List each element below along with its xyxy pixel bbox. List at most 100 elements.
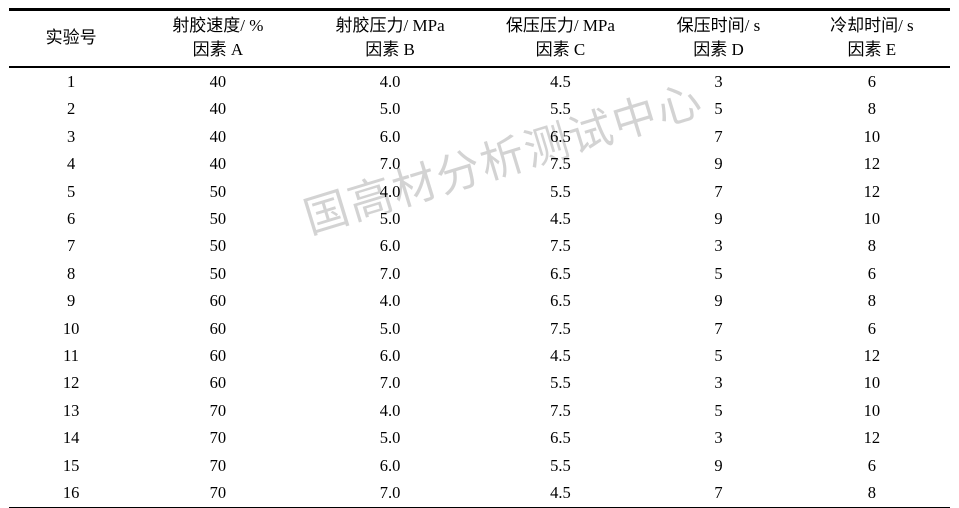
column-header-factor-e: 冷却时间/ s 因素 E (794, 10, 950, 68)
cell-factor-d: 7 (714, 126, 723, 146)
cell-exp-no: 1 (66, 72, 76, 91)
cell-factor-d: 5 (714, 346, 723, 366)
cell-factor-d: 5 (714, 263, 723, 283)
cell-factor-b: 4.0 (379, 72, 401, 91)
cell-factor-c: 4.5 (550, 483, 571, 503)
table-row: 9 60 4.0 6.5 9 8 (9, 287, 950, 314)
cell-factor-e: 10 (863, 209, 881, 229)
cell-exp-no: 16 (62, 483, 80, 503)
cell-factor-d: 3 (714, 428, 723, 448)
cell-factor-a: 70 (209, 428, 227, 448)
cell-factor-c: 5.5 (550, 99, 571, 119)
cell-factor-e: 10 (863, 400, 881, 420)
orthogonal-design-table: 实验号 射胶速度/ % 因素 A 射胶压力/ MPa 因素 B 保压压力/ MP… (9, 8, 950, 508)
cell-factor-b: 6.0 (379, 346, 401, 366)
cell-exp-no: 10 (62, 318, 80, 338)
table-row: 3 40 6.0 6.5 7 10 (9, 123, 950, 150)
cell-factor-b: 7.0 (379, 263, 401, 283)
column-header-exp-no: 实验号 (9, 10, 133, 68)
header-label: 射胶压力/ MPa (335, 16, 445, 35)
cell-factor-a: 60 (209, 291, 227, 311)
cell-factor-a: 50 (209, 181, 227, 201)
cell-factor-b: 6.0 (379, 126, 401, 146)
cell-factor-b: 6.0 (379, 455, 401, 475)
table-body: 1 40 4.0 4.5 3 6 2 40 5.0 5.5 5 8 3 40 6.0 6.5 7 10 4 40 7.0… (9, 67, 950, 508)
table-row: 4 40 7.0 7.5 9 12 (9, 150, 950, 177)
cell-factor-b: 6.0 (379, 236, 401, 256)
cell-factor-e: 8 (867, 99, 876, 119)
cell-factor-d: 3 (714, 72, 723, 91)
cell-factor-d: 9 (714, 455, 723, 475)
cell-factor-c: 5.5 (550, 455, 571, 475)
cell-factor-d: 7 (714, 181, 723, 201)
cell-factor-a: 50 (209, 209, 227, 229)
cell-factor-d: 9 (714, 154, 723, 174)
cell-factor-e: 8 (867, 291, 876, 311)
table-row: 8 50 7.0 6.5 5 6 (9, 260, 950, 287)
cell-factor-d: 9 (714, 209, 723, 229)
header-label: 射胶速度/ % (172, 16, 264, 35)
cell-exp-no: 4 (66, 154, 76, 174)
cell-factor-c: 7.5 (550, 400, 571, 420)
cell-factor-e: 12 (863, 346, 881, 366)
column-header-factor-d: 保压时间/ s 因素 D (643, 10, 794, 68)
cell-factor-b: 7.0 (379, 483, 401, 503)
cell-factor-a: 70 (209, 400, 227, 420)
header-label: 实验号 (45, 28, 97, 47)
cell-factor-a: 40 (209, 72, 227, 91)
cell-exp-no: 12 (62, 373, 80, 393)
cell-factor-c: 7.5 (550, 154, 571, 174)
table-row: 11 60 6.0 4.5 5 12 (9, 342, 950, 369)
cell-factor-d: 7 (714, 483, 723, 503)
cell-factor-b: 5.0 (379, 209, 401, 229)
cell-factor-b: 4.0 (379, 181, 401, 201)
cell-factor-b: 4.0 (379, 400, 401, 420)
cell-factor-c: 6.5 (550, 291, 571, 311)
cell-factor-d: 3 (714, 236, 723, 256)
cell-exp-no: 6 (66, 209, 76, 229)
cell-factor-c: 6.5 (550, 263, 571, 283)
table-row: 6 50 5.0 4.5 9 10 (9, 205, 950, 232)
column-header-factor-c: 保压压力/ MPa 因素 C (478, 10, 644, 68)
cell-factor-d: 7 (714, 318, 723, 338)
header-sublabel: 因素 B (365, 40, 415, 59)
header-sublabel: 因素 E (847, 40, 897, 59)
cell-factor-e: 12 (863, 181, 881, 201)
header-label: 冷却时间/ s (830, 16, 914, 35)
table-row: 7 50 6.0 7.5 3 8 (9, 232, 950, 259)
cell-factor-e: 8 (867, 483, 876, 503)
cell-exp-no: 2 (66, 99, 76, 119)
column-header-factor-a: 射胶速度/ % 因素 A (133, 10, 302, 68)
header-sublabel: 因素 D (693, 40, 744, 59)
header-label: 保压压力/ MPa (505, 16, 615, 35)
cell-factor-b: 7.0 (379, 373, 401, 393)
cell-exp-no: 14 (62, 428, 80, 448)
cell-factor-b: 5.0 (379, 318, 401, 338)
cell-exp-no: 15 (62, 455, 80, 475)
cell-exp-no: 8 (66, 263, 76, 283)
cell-factor-b: 5.0 (379, 99, 401, 119)
cell-factor-d: 5 (714, 99, 723, 119)
cell-factor-e: 12 (863, 428, 881, 448)
table-row: 14 70 5.0 6.5 3 12 (9, 424, 950, 451)
column-header-factor-b: 射胶压力/ MPa 因素 B (303, 10, 478, 68)
cell-factor-b: 7.0 (379, 154, 401, 174)
cell-exp-no: 7 (66, 236, 76, 256)
table-header: 实验号 射胶速度/ % 因素 A 射胶压力/ MPa 因素 B 保压压力/ MP… (9, 9, 950, 68)
header-sublabel: 因素 C (535, 40, 586, 59)
cell-factor-c: 5.5 (550, 373, 571, 393)
cell-factor-e: 6 (867, 72, 876, 91)
cell-factor-e: 10 (863, 126, 881, 146)
cell-factor-c: 4.5 (550, 209, 571, 229)
cell-factor-e: 6 (867, 318, 876, 338)
cell-factor-a: 60 (209, 318, 227, 338)
cell-factor-a: 40 (209, 126, 227, 146)
cell-factor-c: 5.5 (550, 181, 571, 201)
cell-factor-a: 40 (209, 99, 227, 119)
cell-factor-a: 60 (209, 346, 227, 366)
cell-factor-e: 8 (867, 236, 876, 256)
cell-factor-a: 50 (209, 263, 227, 283)
cell-factor-c: 4.5 (550, 72, 571, 91)
table-row: 10 60 5.0 7.5 7 6 (9, 315, 950, 342)
cell-factor-e: 10 (863, 373, 881, 393)
